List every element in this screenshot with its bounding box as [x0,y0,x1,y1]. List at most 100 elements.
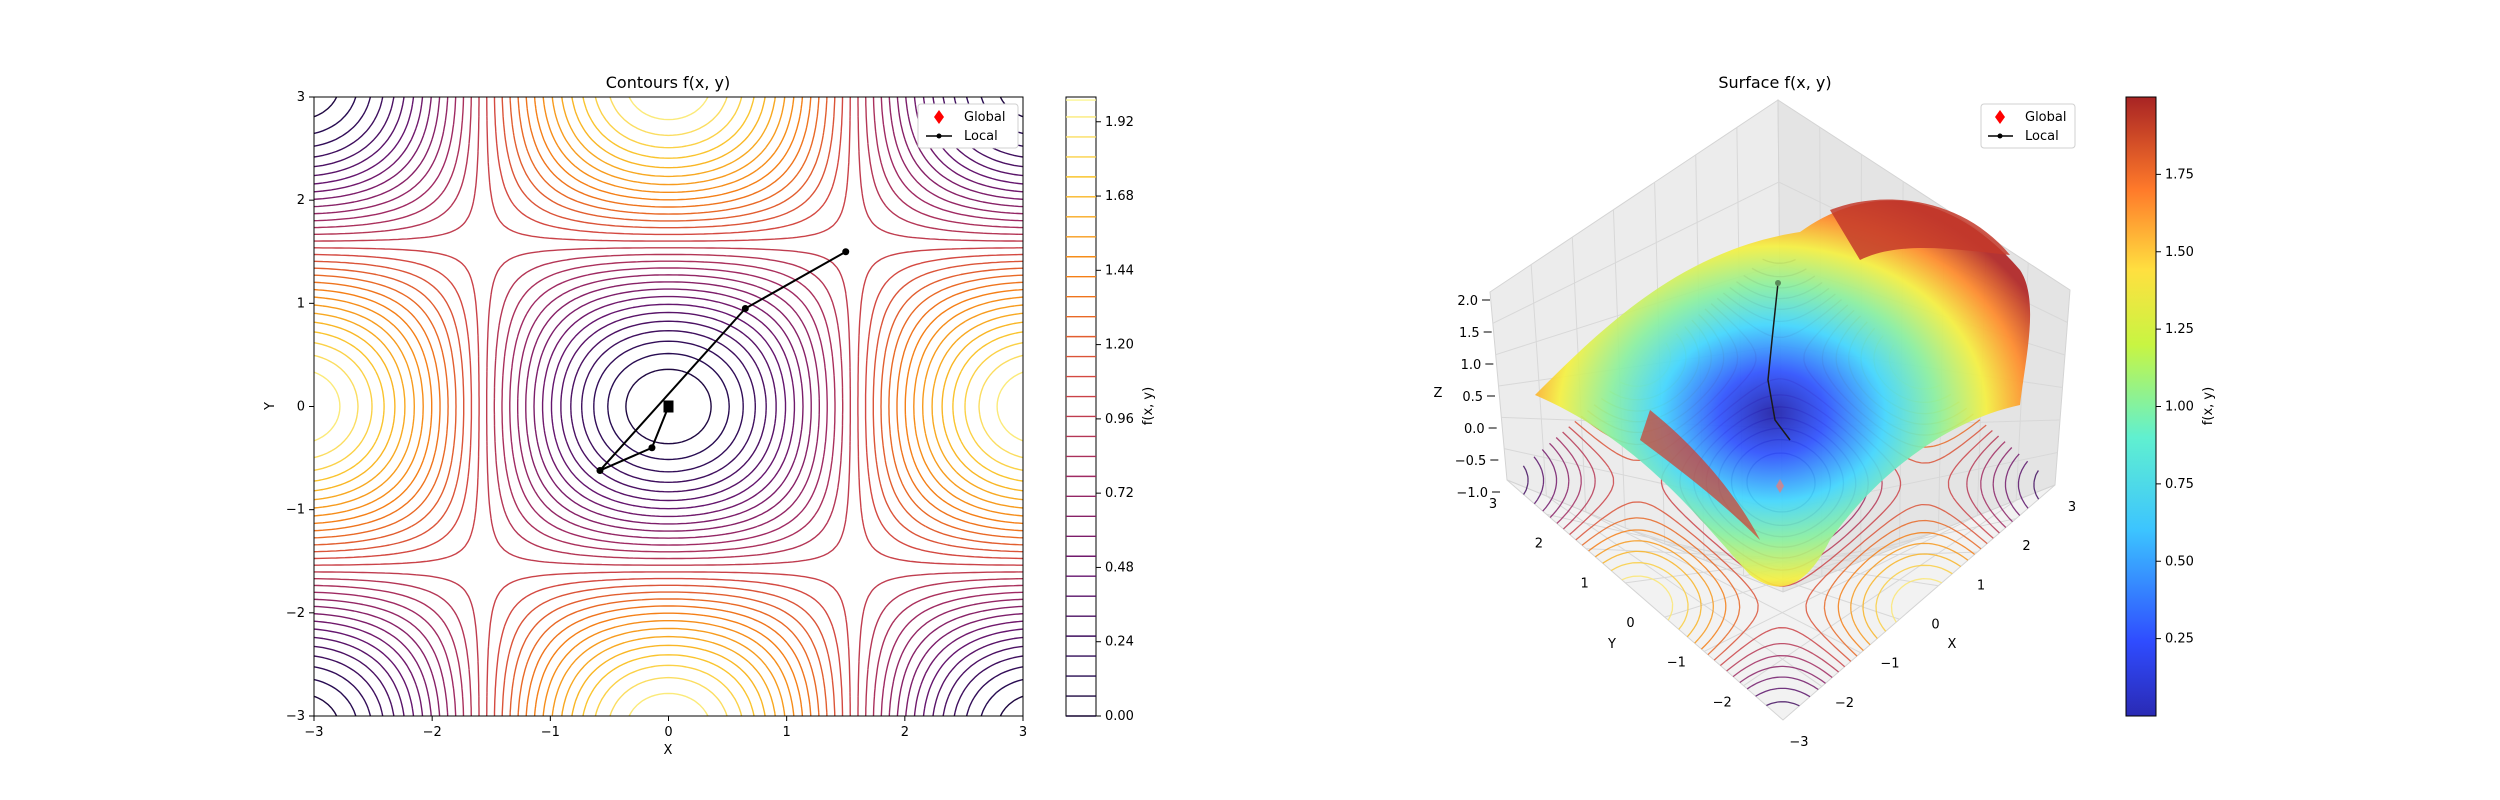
contour-level-line [314,97,1023,716]
contour-x-tick-label: 2 [901,725,909,740]
contour-level-line [314,97,1023,716]
contour-y-ticks: −3 −2 −1 0 1 2 3 [286,90,314,724]
surface-chart: Surface f(x, y) −1.0−0.50.00.51.01.52.0 … [1434,73,2216,750]
surface-title: Surface f(x, y) [1718,73,1831,92]
surface-x-label: X [1948,637,1957,652]
contour-x-tick-label: −1 [541,725,560,740]
contour-y-label: Y [263,402,278,411]
contour-x-label: X [664,743,673,758]
contour-y-tick-label: 2 [297,193,305,208]
surface-y-tick-label: −2 [1713,695,1732,710]
contour-x-tick-label: 1 [783,725,791,740]
contour-x-tick-label: 0 [664,725,672,740]
contour-level-line [314,97,1023,716]
surface-colorbar-tick-label: 0.50 [2165,554,2194,569]
contour-level-line [314,97,1023,716]
surface-x-tick-label: 0 [1931,618,1939,633]
surface-x-tick-label: −1 [1880,657,1899,672]
contour-x-tick-label: −2 [423,725,442,740]
surface-legend-global: Global [2025,110,2066,125]
surface-x-tick-label: 1 [1977,578,1985,593]
contour-level-line [314,97,1023,716]
surface-y-tick-label: 2 [1535,537,1543,552]
contour-level-line [314,97,1023,716]
contour-level-line [314,97,1023,716]
contour-title: Contours f(x, y) [606,73,731,92]
surface-path-start-point [1775,280,1781,286]
surface-z-label: Z [1434,386,1443,401]
contour-level-line [314,97,1023,716]
surface-x-ticks: −3 −2 −1 0 1 2 3 [1789,500,2076,750]
contour-y-tick-label: 0 [297,400,305,415]
contour-level-line [314,97,1023,716]
global-diamond-icon [934,110,944,124]
surface-x-tick-label: 3 [2068,500,2076,515]
contour-level-line [314,97,1023,716]
contour-colorbar-levels [1066,99,1096,717]
contour-colorbar-tick-label: 1.92 [1105,115,1134,130]
surface-peak-right [1830,199,2010,260]
contour-level-line [314,97,1023,716]
contour-x-ticks: −3 −2 −1 0 1 2 3 [304,716,1027,740]
contour-level-line [314,97,1023,716]
contour-level-line [314,97,1023,716]
surface-colorbar-tick-label: 1.75 [2165,167,2194,182]
surface-floor-grid-line [1703,515,1978,652]
contour-colorbar-label: f(x, y) [1141,387,1156,425]
local-path-point [596,466,604,474]
local-path-point [648,444,656,452]
surface-y-tick-label: 0 [1626,616,1634,631]
contour-level-line [314,97,1023,716]
contour-chart: Contours f(x, y) −3 −2 −1 0 1 2 3 −3 −2 −1 0 1 2 3 X… [263,73,1156,758]
contour-colorbar-ticks: 0.00 0.24 0.48 0.72 0.96 1.20 1.44 1.68 1.92 [1096,115,1134,724]
surface-z-tick-label: 0.5 [1462,390,1483,405]
surface-colorbar-tick-label: 0.25 [2165,632,2194,647]
contour-level-line [314,97,1023,716]
surface-global-diamond-icon [1995,110,2005,124]
global-minimum-marker [663,400,674,413]
contour-colorbar: 0.00 0.24 0.48 0.72 0.96 1.20 1.44 1.68 1.92 f(x… [1065,96,1156,724]
contour-colorbar-frame [1065,96,1097,717]
contour-level-line [314,97,1023,716]
surface-global-marker [1776,479,1784,493]
surface-mesh [1535,200,2031,587]
contour-level-line [314,97,1023,716]
contour-legend-local: Local [964,129,998,144]
contour-level-line [314,97,1023,716]
surface-colorbar-tick-label: 1.50 [2165,245,2194,260]
contour-y-tick-label: −2 [286,606,305,621]
contour-y-tick-label: −1 [286,503,305,518]
surface-z-tick-label: −1.0 [1456,486,1488,501]
surface-colorbar-tick-label: 0.75 [2165,477,2194,492]
contour-level-line [314,97,1023,716]
surface-legend: Global Local [1980,103,2076,149]
surface-z-tick-label: −0.5 [1455,454,1487,469]
surface-local-path [1767,282,1791,441]
contour-y-tick-label: 1 [297,296,305,311]
surface-x-tick-label: −2 [1835,696,1854,711]
surface-z-ticks: −1.0 −0.5 0.0 0.5 1.0 1.5 2.0 [1455,294,1500,501]
contour-colorbar-tick-label: 1.68 [1105,189,1134,204]
contour-colorbar-tick-label: 1.44 [1105,263,1134,278]
surface-colorbar-tick-label: 1.00 [2165,400,2194,415]
contour-level-line [314,97,1023,716]
contour-x-tick-label: 3 [1019,725,1027,740]
surface-floor-grid-line [1585,511,1861,654]
surface-z-tick-label: 2.0 [1457,294,1478,309]
surface-z-tick-label: 0.0 [1464,422,1485,437]
contour-y-tick-label: 3 [297,90,305,105]
contour-level-line [314,97,1023,716]
surface-y-ticks: −2 −1 0 1 2 3 [1489,497,1732,710]
surface-colorbar: 0.25 0.50 0.75 1.00 1.25 1.50 1.75 f(x, y) [2125,96,2216,717]
surface-local-point-icon [1997,133,2003,139]
surface-colorbar-label: f(x, y) [2201,387,2216,425]
contour-level-line [314,97,1023,716]
surface-y-tick-label: 1 [1581,576,1589,591]
local-path-series [596,248,850,474]
contour-legend-global: Global [964,110,1005,125]
contour-colorbar-tick-label: 0.00 [1105,709,1134,724]
surface-z-tick-label: 1.0 [1461,358,1482,373]
contour-y-tick-label: −3 [286,709,305,724]
local-path-point [741,304,749,312]
